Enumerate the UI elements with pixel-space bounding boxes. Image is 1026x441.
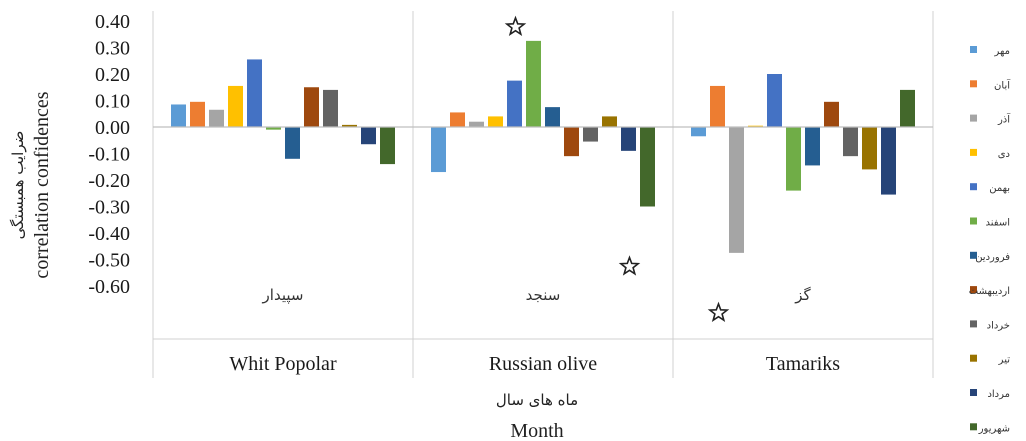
bar bbox=[843, 127, 858, 157]
bar bbox=[469, 121, 484, 127]
y-tick-label: -0.30 bbox=[88, 197, 130, 219]
legend-label: مهر bbox=[994, 46, 1010, 57]
legend-label: آذر bbox=[997, 113, 1011, 126]
significance-star-icon bbox=[618, 255, 641, 276]
legend-label: خرداد bbox=[987, 320, 1010, 331]
bar bbox=[507, 80, 522, 127]
bar bbox=[342, 124, 357, 127]
legend-label: اردیبهشت bbox=[969, 286, 1010, 297]
legend-swatch bbox=[970, 320, 977, 328]
legend-label: دی bbox=[998, 149, 1010, 160]
legend-label: بهمن bbox=[989, 183, 1010, 194]
legend-swatch bbox=[970, 286, 977, 294]
legend-swatch bbox=[970, 80, 977, 88]
significance-star-icon bbox=[707, 301, 730, 323]
y-tick-label: -0.20 bbox=[88, 170, 130, 192]
bar bbox=[304, 87, 319, 127]
legend-swatch bbox=[970, 46, 977, 53]
legend-swatch bbox=[970, 389, 977, 396]
bar bbox=[786, 127, 801, 191]
significance-star-icon bbox=[504, 15, 527, 37]
bar bbox=[488, 116, 503, 127]
gridlines bbox=[152, 11, 934, 378]
bar bbox=[710, 85, 725, 127]
bar bbox=[564, 127, 579, 157]
y-axis-ticks: 0.40 0.30 0.20 0.10 0.00 -0.10 -0.20 -0.30 -0.40… bbox=[88, 11, 130, 298]
bar bbox=[431, 127, 446, 173]
y-axis-label-fa: ضرایب همبستگی bbox=[9, 131, 27, 240]
bar bbox=[526, 40, 541, 127]
legend-swatch bbox=[970, 423, 977, 431]
x-axis-label-en: Month bbox=[510, 420, 563, 441]
bar bbox=[545, 107, 560, 127]
bar bbox=[621, 127, 636, 151]
bar bbox=[640, 127, 655, 207]
bar bbox=[900, 89, 915, 127]
legend-swatch bbox=[970, 183, 977, 191]
y-tick-label: 0.00 bbox=[95, 117, 130, 139]
legend: مهر آبان آذر دی بهمن اسفند فروردین اردیبهشت خردا… bbox=[969, 46, 1011, 434]
legend-label: فروردین bbox=[975, 252, 1010, 263]
legend-swatch bbox=[970, 148, 977, 156]
bar bbox=[361, 127, 376, 145]
bar bbox=[190, 101, 205, 127]
legend-swatch bbox=[970, 251, 977, 259]
group-label-en: Whit Popolar bbox=[229, 353, 337, 375]
bar bbox=[881, 127, 896, 195]
bar bbox=[266, 127, 281, 130]
bar bbox=[767, 74, 782, 127]
group-label-fa: سپیدار bbox=[262, 286, 304, 305]
y-tick-label: 0.30 bbox=[95, 38, 130, 60]
bar bbox=[748, 125, 763, 127]
legend-label: تیر bbox=[998, 355, 1011, 366]
group-label-en: Tamariks bbox=[766, 353, 840, 375]
y-axis-label-en: correlation confidences bbox=[31, 91, 53, 278]
bar bbox=[824, 101, 839, 127]
bars bbox=[171, 40, 915, 253]
x-axis-label-fa: ماه های سال bbox=[496, 391, 578, 409]
legend-swatch bbox=[970, 217, 977, 225]
legend-label: آبان bbox=[994, 78, 1011, 91]
group-labels: سپیدار Whit Popolar سنجد Russian olive گز Tam… bbox=[229, 286, 840, 375]
bar bbox=[285, 127, 300, 159]
bar bbox=[323, 89, 338, 127]
bar bbox=[209, 109, 224, 127]
bar bbox=[247, 59, 262, 127]
y-tick-label: 0.40 bbox=[95, 11, 130, 33]
legend-label: شهریور bbox=[978, 423, 1010, 434]
bar bbox=[380, 127, 395, 165]
bar bbox=[583, 127, 598, 142]
y-tick-label: -0.40 bbox=[88, 223, 130, 245]
legend-swatch bbox=[970, 114, 977, 122]
group-label-en: Russian olive bbox=[489, 353, 597, 375]
group-label-fa: گز bbox=[794, 286, 811, 304]
significance-markers bbox=[504, 15, 730, 323]
y-tick-label: -0.60 bbox=[88, 276, 130, 298]
legend-label: مرداد bbox=[987, 389, 1010, 400]
bar bbox=[602, 116, 617, 127]
bar bbox=[228, 85, 243, 127]
bar bbox=[805, 127, 820, 166]
group-label-fa: سنجد bbox=[526, 286, 561, 304]
legend-label: اسفند bbox=[986, 218, 1010, 229]
y-tick-label: 0.20 bbox=[95, 64, 130, 86]
legend-swatch bbox=[970, 354, 977, 362]
y-tick-label: -0.50 bbox=[88, 250, 130, 272]
y-tick-label: -0.10 bbox=[88, 144, 130, 166]
bar bbox=[691, 127, 706, 137]
bar bbox=[450, 112, 465, 127]
y-tick-label: 0.10 bbox=[95, 91, 130, 113]
bar bbox=[171, 104, 186, 127]
bar bbox=[729, 127, 744, 253]
bar bbox=[862, 127, 877, 170]
